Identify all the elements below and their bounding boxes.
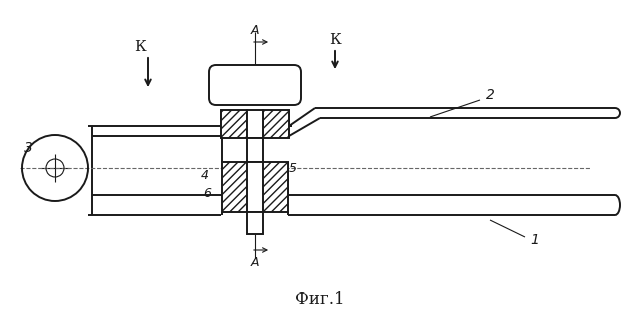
Bar	[247, 138, 263, 162]
Bar	[221, 110, 247, 138]
Text: 2: 2	[486, 88, 495, 102]
Bar	[222, 162, 288, 212]
Text: 1: 1	[531, 233, 540, 247]
Bar	[263, 110, 289, 138]
FancyBboxPatch shape	[209, 65, 301, 105]
Text: А: А	[251, 24, 259, 36]
Text: 3: 3	[24, 141, 33, 155]
Text: 6: 6	[203, 186, 211, 200]
Text: 4: 4	[201, 169, 209, 182]
Bar	[247, 162, 263, 212]
Text: Фиг.1: Фиг.1	[295, 291, 345, 308]
Text: А: А	[251, 255, 259, 268]
Text: К: К	[134, 40, 146, 54]
Bar	[247, 212, 263, 234]
Text: 5: 5	[289, 162, 297, 174]
Text: К: К	[329, 33, 341, 47]
Bar	[247, 110, 263, 138]
